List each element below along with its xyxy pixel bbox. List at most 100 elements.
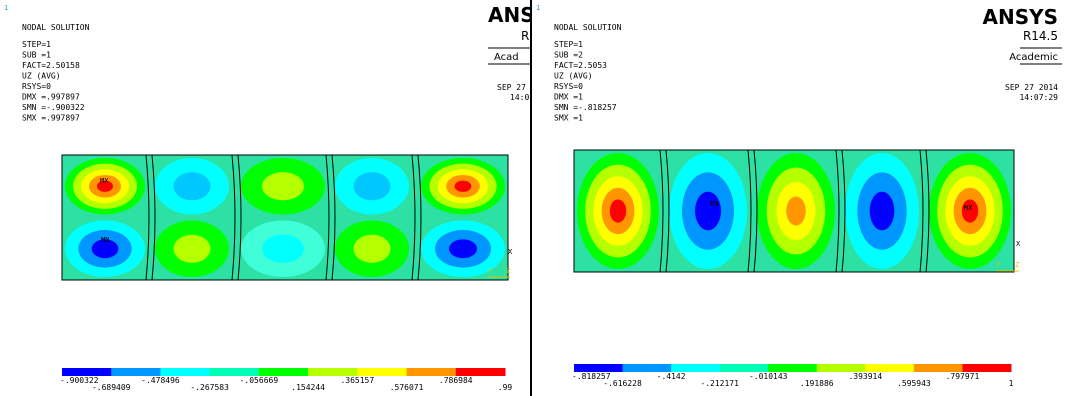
legend-label: .365157 xyxy=(340,376,374,385)
stiffener xyxy=(747,149,752,273)
stiffener xyxy=(331,154,336,281)
contour-band xyxy=(454,180,472,192)
plot-label: MX xyxy=(100,177,109,185)
corner-number: 1 xyxy=(536,4,540,12)
logo: ANS xyxy=(488,3,530,27)
contour-band xyxy=(91,239,119,259)
info-line: SUB =2 xyxy=(554,51,583,60)
legend-label: -.900322 xyxy=(60,376,99,385)
legend-label: .99 xyxy=(498,383,513,392)
info-line: SUB =1 xyxy=(22,51,51,60)
plot-label: MN xyxy=(101,236,109,244)
info-line: UZ (AVG) xyxy=(22,72,61,81)
contour-band xyxy=(97,180,113,192)
contour-band xyxy=(609,199,627,223)
contour-band xyxy=(353,172,391,201)
stiffener xyxy=(659,149,664,273)
plot-label: MN xyxy=(710,200,718,208)
stiffener xyxy=(835,149,840,273)
legend-label: .154244 xyxy=(291,383,325,392)
info-line: FACT=2.50158 xyxy=(22,61,80,70)
legend-swatch xyxy=(671,364,721,372)
legend-swatch xyxy=(308,368,358,376)
legend-swatch xyxy=(258,368,309,376)
info-line: SMN =-.818257 xyxy=(554,103,617,112)
plot-frame xyxy=(61,154,509,281)
plot-frame xyxy=(573,149,1015,273)
stiffener xyxy=(151,154,156,281)
legend-label: .786984 xyxy=(439,376,473,385)
legend-swatch xyxy=(962,364,1012,372)
legend-label: -.4142 xyxy=(657,372,686,381)
info-line: FACT=2.5053 xyxy=(554,61,607,70)
contour-band xyxy=(869,191,895,231)
legend-label: -.689409 xyxy=(92,383,131,392)
legend-swatch xyxy=(574,364,624,372)
plot-label: MX xyxy=(964,204,973,212)
legend-label: -.478496 xyxy=(141,376,180,385)
release: R xyxy=(521,29,529,43)
contour-band xyxy=(262,234,304,263)
info-line: RSYS=0 xyxy=(554,82,583,91)
logo: ANSYS xyxy=(982,5,1058,29)
time: 14:07:29 xyxy=(1019,93,1058,102)
info-line: STEP=1 xyxy=(554,40,583,49)
legend-label: .191886 xyxy=(800,379,834,388)
edition: Acad xyxy=(494,52,519,63)
legend-swatch xyxy=(865,364,915,372)
contour-band xyxy=(262,172,304,201)
legend-label: -.212171 xyxy=(700,379,739,388)
edition: Academic xyxy=(1009,52,1058,63)
legend-label: .393914 xyxy=(848,372,882,381)
stiffener xyxy=(237,154,242,281)
info-line: DMX =1 xyxy=(554,93,583,102)
date: SEP 27 2014 xyxy=(1005,83,1058,92)
plot-label: Z xyxy=(506,267,510,275)
contour-band xyxy=(695,191,721,231)
stiffener xyxy=(753,149,758,273)
stiffener xyxy=(665,149,670,273)
legend-label: -.616228 xyxy=(603,379,642,388)
stiffener xyxy=(841,149,846,273)
legend-label: .797971 xyxy=(946,372,980,381)
stiffener xyxy=(925,149,930,273)
legend-swatch xyxy=(455,368,506,376)
stiffener xyxy=(411,154,416,281)
stiffener xyxy=(145,154,150,281)
contour-band xyxy=(961,199,979,223)
stiffener xyxy=(325,154,330,281)
legend-swatch xyxy=(62,368,112,376)
plot-title: NODAL SOLUTION xyxy=(554,23,622,32)
contour-band xyxy=(449,239,477,259)
divider xyxy=(530,0,532,396)
legend-swatch xyxy=(719,364,769,372)
info-line: STEP=1 xyxy=(22,40,51,49)
legend-label: -.010143 xyxy=(749,372,788,381)
legend-swatch xyxy=(913,364,963,372)
info-line: SMX =.997897 xyxy=(22,114,80,123)
legend-label: -.267583 xyxy=(190,383,229,392)
plot-label: X xyxy=(1016,240,1021,248)
plot-label: X xyxy=(508,248,513,256)
info-line: RSYS=0 xyxy=(22,82,51,91)
stiffener xyxy=(919,149,924,273)
contour-band xyxy=(353,234,391,263)
legend-swatch xyxy=(209,368,260,376)
legend-label: -.056669 xyxy=(240,376,279,385)
info-line: UZ (AVG) xyxy=(554,72,593,81)
legend-label: 1 xyxy=(1009,379,1014,388)
release: R14.5 xyxy=(1023,29,1058,43)
legend-swatch xyxy=(768,364,818,372)
legend-label: .576071 xyxy=(390,383,424,392)
legend-label: -.818257 xyxy=(572,372,611,381)
plot-label: Y xyxy=(996,261,1001,269)
legend-swatch xyxy=(622,364,672,372)
contour-band xyxy=(173,234,211,263)
contour-band xyxy=(173,172,211,201)
legend-swatch xyxy=(406,368,457,376)
legend-label: .595943 xyxy=(897,379,931,388)
corner-number: 1 xyxy=(4,4,8,12)
